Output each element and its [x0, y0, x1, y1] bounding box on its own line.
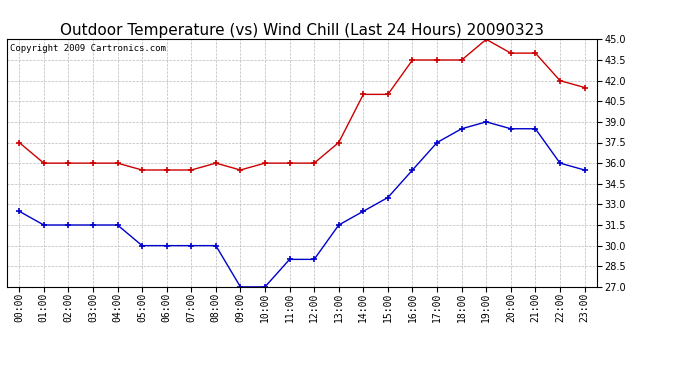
Title: Outdoor Temperature (vs) Wind Chill (Last 24 Hours) 20090323: Outdoor Temperature (vs) Wind Chill (Las…: [60, 23, 544, 38]
Text: Copyright 2009 Cartronics.com: Copyright 2009 Cartronics.com: [10, 44, 166, 53]
